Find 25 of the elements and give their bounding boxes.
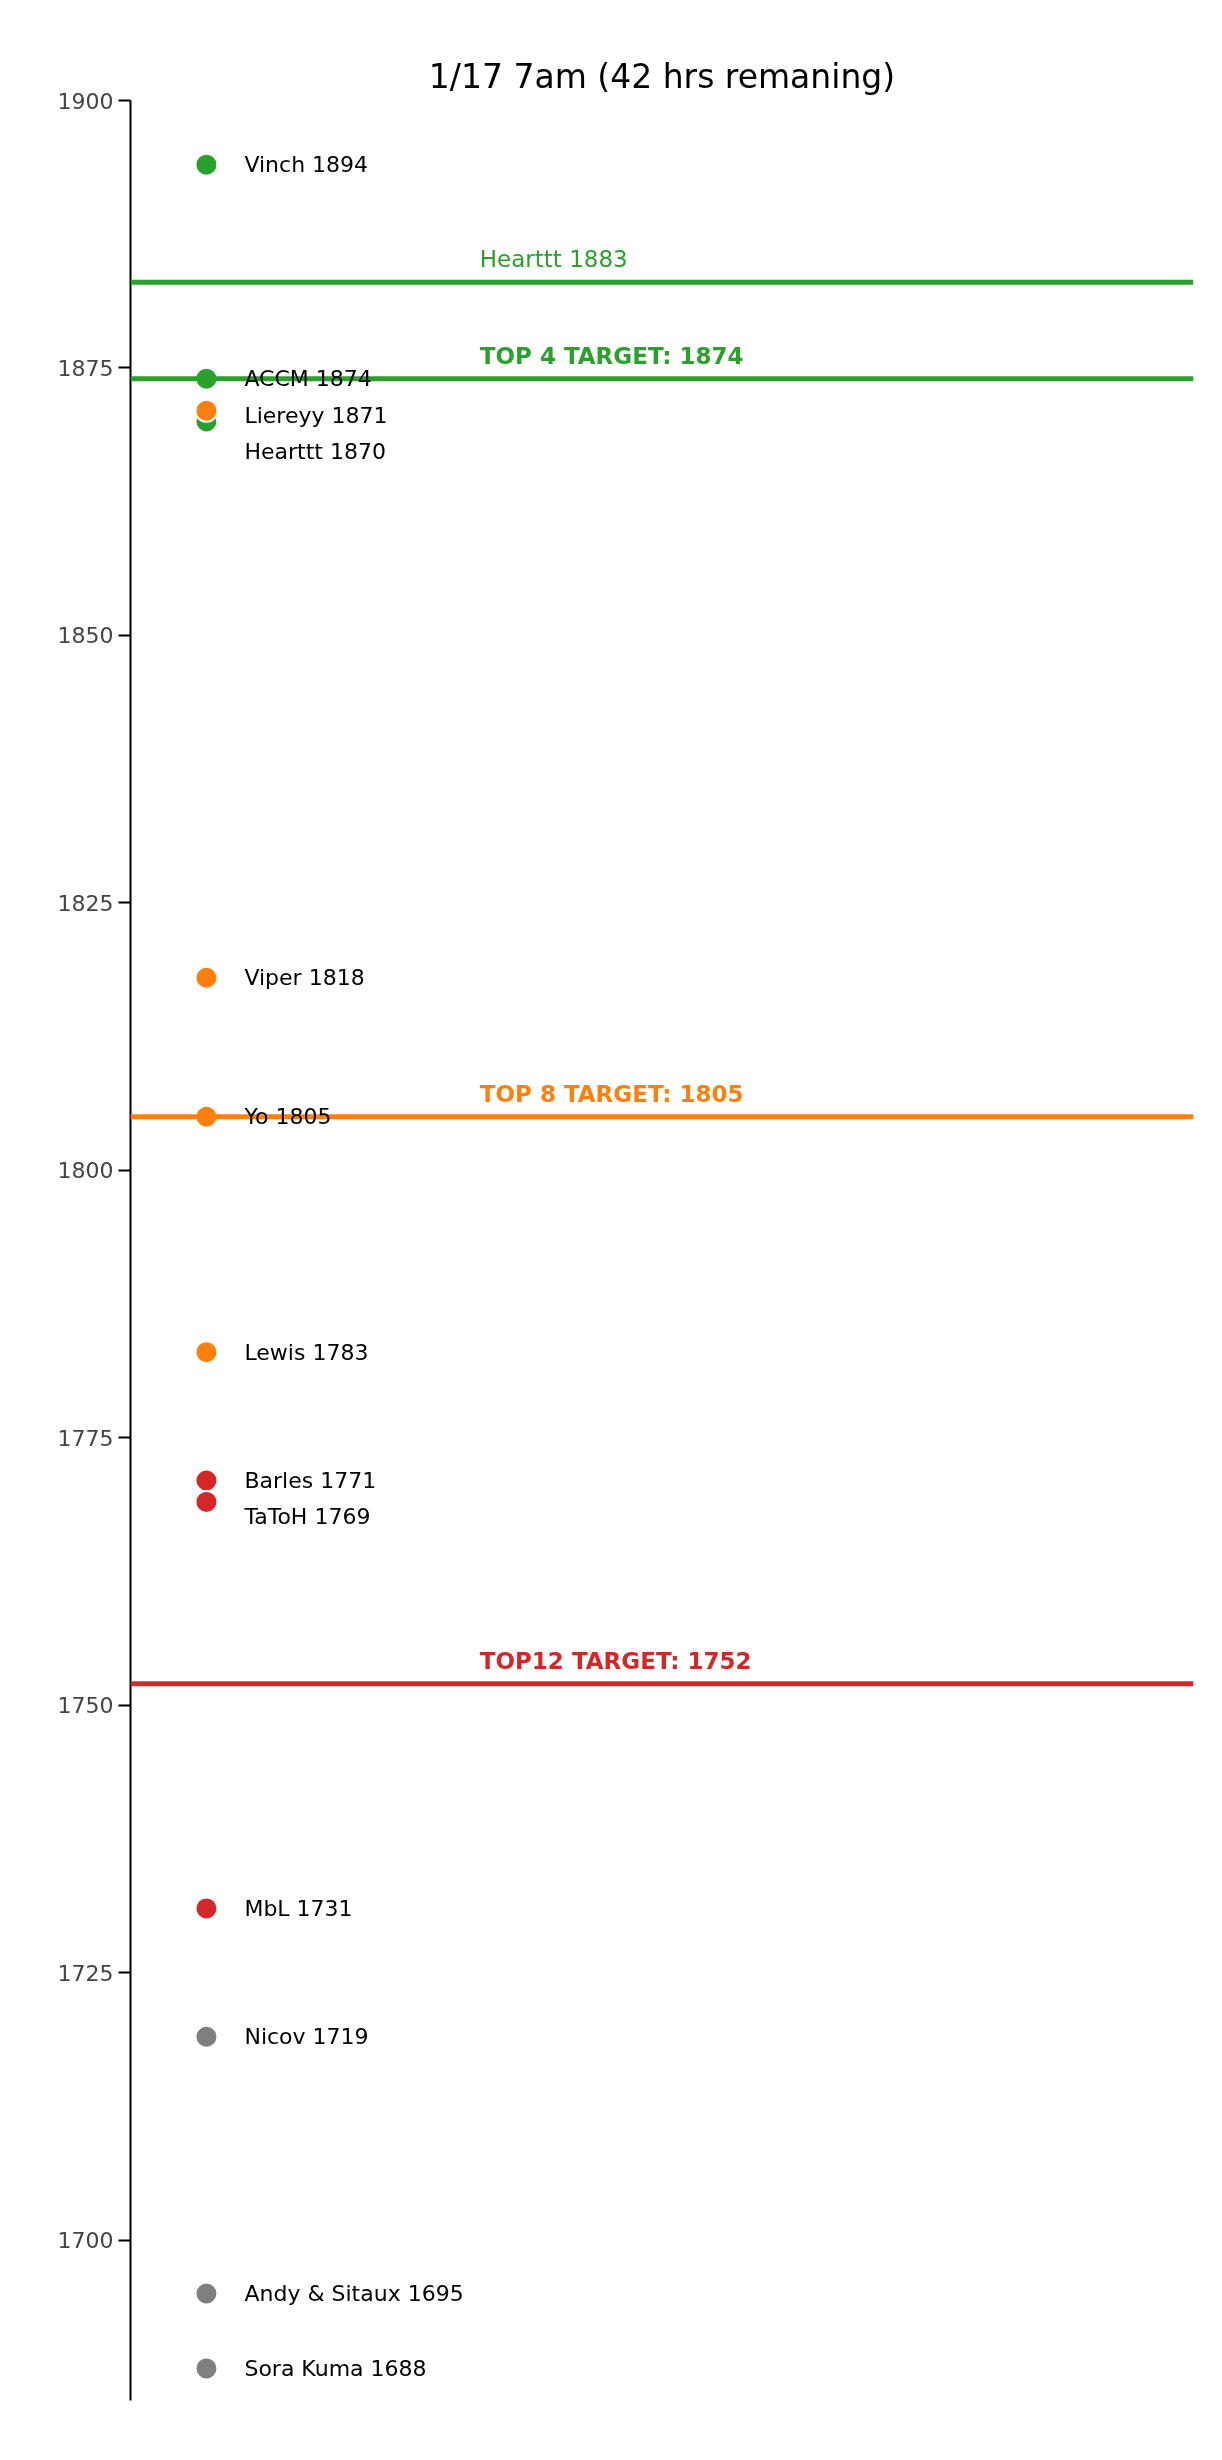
y-tick-label: 1725 (57, 1960, 114, 1986)
y-tick-label: 1800 (57, 1158, 114, 1184)
chart-title: 1/17 7am (42 hrs remaning) (428, 56, 896, 96)
y-tick-label: 1875 (57, 355, 114, 381)
ref-line-label: TOP 4 TARGET: 1874 (479, 342, 744, 369)
series-label: Barles 1771 (244, 1468, 377, 1493)
series-label: Liereyy 1871 (244, 402, 388, 428)
series-label: Viper 1818 (244, 965, 365, 991)
ref-line-label: TOP12 TARGET: 1752 (479, 1647, 752, 1674)
series-label: Lewis 1783 (244, 1339, 369, 1365)
y-tick-label: 1900 (57, 88, 114, 114)
series-label: Nicov 1719 (244, 2024, 369, 2050)
ref-line-label: TOP 8 TARGET: 1805 (479, 1080, 744, 1107)
ref-line-label: Hearttt 1883 (479, 246, 628, 273)
series-label: Andy & Sitaux 1695 (244, 2281, 464, 2307)
series-label: Vinch 1894 (244, 152, 369, 178)
y-tick-label: 1825 (57, 890, 114, 916)
series-label: TaToH 1769 (243, 1504, 371, 1530)
y-tick-label: 1750 (57, 1693, 114, 1719)
series-label: MbL 1731 (244, 1895, 353, 1921)
y-tick-label: 1850 (57, 623, 114, 649)
y-tick-label: 1775 (57, 1425, 114, 1451)
series-label: Sora Kuma 1688 (244, 2355, 427, 2381)
y-tick-label: 1700 (57, 2228, 114, 2254)
series-label: Hearttt 1870 (244, 439, 386, 465)
